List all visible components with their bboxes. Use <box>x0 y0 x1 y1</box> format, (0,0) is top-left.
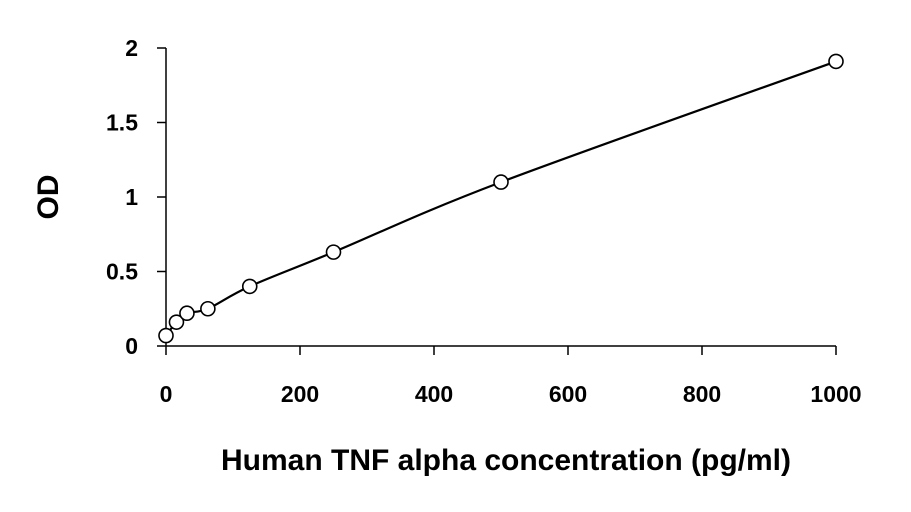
y-tick-label: 2 <box>125 35 138 61</box>
data-point <box>241 278 258 295</box>
x-tick-label: 0 <box>160 381 173 407</box>
x-tick-label: 600 <box>549 381 587 407</box>
x-tick-label: 1000 <box>810 381 861 407</box>
y-axis-title: OD <box>32 175 65 220</box>
data-point <box>158 327 174 344</box>
data-point <box>493 174 509 190</box>
fit-curve <box>165 60 837 337</box>
data-point <box>168 314 185 330</box>
x-ticks: 0 200 400 600 800 1000 <box>160 346 862 407</box>
data-point <box>200 300 216 317</box>
x-tick-label: 400 <box>415 381 453 407</box>
x-tick-label: 800 <box>683 381 721 407</box>
data-point <box>179 305 195 322</box>
data-point <box>828 53 844 70</box>
data-point <box>325 244 342 260</box>
data-points <box>158 53 844 344</box>
y-tick-label: 1 <box>125 184 138 210</box>
y-ticks: 0 0.5 1 1.5 2 <box>106 35 166 359</box>
y-tick-label: 0 <box>125 333 138 359</box>
axes <box>165 48 836 347</box>
x-axis-title: Human TNF alpha concentration (pg/ml) <box>221 444 791 477</box>
x-tick-label: 200 <box>281 381 319 407</box>
y-tick-label: 1.5 <box>106 110 138 136</box>
y-tick-label: 0.5 <box>106 259 138 285</box>
